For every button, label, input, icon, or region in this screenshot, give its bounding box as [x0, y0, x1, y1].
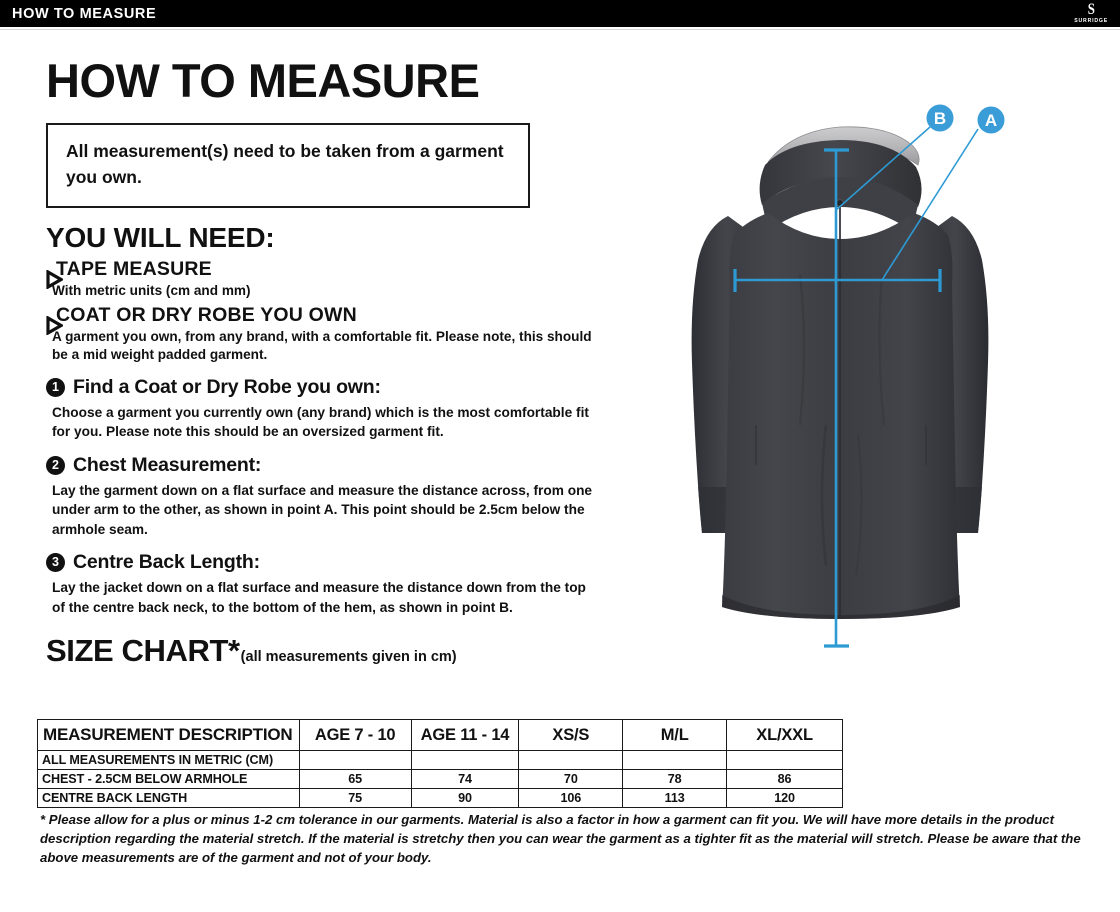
row-value: 74 — [410, 769, 520, 789]
column-header: M/L — [622, 719, 728, 751]
row-value — [726, 750, 843, 770]
need-label: COAT OR DRY ROBE YOU OWN — [56, 304, 357, 327]
fabric-fold — [855, 434, 863, 576]
hood-shell — [759, 140, 922, 207]
leader-line-b — [835, 126, 931, 211]
step-body: Choose a garment you currently own (any … — [52, 404, 589, 440]
brand-mark-icon: S — [1087, 1, 1095, 19]
step-title: Chest Measurement: — [73, 453, 262, 476]
fabric-fold — [820, 424, 828, 566]
column-header: AGE 11 - 14 — [410, 719, 520, 751]
row-label: CHEST - 2.5CM BELOW ARMHOLE — [37, 769, 300, 789]
table-row: CENTRE BACK LENGTH 75 90 106 113 120 — [37, 788, 843, 808]
step-heading-3: 3 Centre Back Length: — [46, 551, 646, 574]
need-label: TAPE MEASURE — [56, 258, 212, 281]
row-value: 65 — [298, 769, 412, 789]
row-label: ALL MEASUREMENTS IN METRIC (CM) — [37, 750, 300, 770]
step-number-badge: 2 — [46, 455, 65, 475]
svg-text:A: A — [985, 111, 997, 130]
step-title: Centre Back Length: — [73, 551, 260, 574]
column-header: MEASUREMENT DESCRIPTION — [37, 719, 300, 751]
step-number-badge: 1 — [46, 377, 65, 397]
need-item-coat: COAT OR DRY ROBE YOU OWN — [46, 304, 646, 336]
step-body: Lay the garment down on a flat surface a… — [52, 482, 593, 537]
size-chart-heading: SIZE CHART* (all measurements given in c… — [46, 633, 646, 669]
fabric-fold — [799, 274, 805, 426]
top-header-bar: HOW TO MEASURE S SURRIDGE — [0, 0, 1120, 27]
marker-a: A — [977, 106, 1005, 134]
svg-text:B: B — [934, 109, 946, 128]
surridge-logo: S SURRIDGE — [1074, 2, 1108, 24]
callout-box: All measurement(s) need to be taken from… — [46, 123, 530, 209]
need-description: A garment you own, from any brand, with … — [52, 329, 592, 362]
row-value — [410, 750, 520, 770]
measure-line-a — [733, 269, 942, 292]
row-value — [518, 750, 624, 770]
garment-diagram: B A — [650, 95, 1070, 670]
you-will-need-heading: YOU WILL NEED: — [46, 222, 275, 254]
row-value — [622, 750, 728, 770]
step-title: Find a Coat or Dry Robe you own: — [73, 375, 381, 398]
row-value: 120 — [726, 788, 843, 808]
measure-line-b — [824, 148, 849, 648]
row-value — [298, 750, 412, 770]
need-item-tape-measure: TAPE MEASURE — [46, 258, 646, 290]
marker-b: B — [926, 104, 954, 132]
column-header: XS/S — [518, 719, 624, 751]
row-label: CENTRE BACK LENGTH — [37, 788, 300, 808]
page-title: HOW TO MEASURE — [46, 54, 480, 107]
row-value: 90 — [410, 788, 520, 808]
header-underline — [0, 27, 1120, 30]
row-value: 106 — [518, 788, 624, 808]
row-value: 70 — [518, 769, 624, 789]
column-header: AGE 7 - 10 — [298, 719, 412, 751]
need-description: With metric units (cm and mm) — [52, 283, 251, 299]
tolerance-disclaimer: * Please allow for a plus or minus 1-2 c… — [40, 812, 1081, 866]
row-value: 86 — [726, 769, 843, 789]
row-value: 113 — [622, 788, 728, 808]
table-header-row: MEASUREMENT DESCRIPTION AGE 7 - 10 AGE 1… — [37, 719, 843, 751]
hem-shadow — [722, 595, 960, 619]
header-title: HOW TO MEASURE — [12, 5, 157, 22]
table-row: ALL MEASUREMENTS IN METRIC (CM) — [37, 750, 843, 770]
column-header: XL/XXL — [726, 719, 843, 751]
row-value: 78 — [622, 769, 728, 789]
instructions-column: HOW TO MEASURE All measurement(s) need t… — [46, 56, 646, 669]
row-value: 75 — [298, 788, 412, 808]
step-heading-1: 1 Find a Coat or Dry Robe you own: — [46, 376, 646, 399]
leader-line-a — [881, 128, 979, 281]
fabric-fold — [878, 274, 885, 426]
size-chart-table: MEASUREMENT DESCRIPTION AGE 7 - 10 AGE 1… — [37, 719, 843, 808]
step-heading-2: 2 Chest Measurement: — [46, 454, 646, 477]
brand-wordmark: SURRIDGE — [1074, 18, 1108, 25]
size-chart-heading-sub: (all measurements given in cm) — [240, 649, 457, 666]
step-number-badge: 3 — [46, 553, 65, 573]
table-row: CHEST - 2.5CM BELOW ARMHOLE 65 74 70 78 … — [37, 769, 843, 789]
step-body: Lay the jacket down on a flat surface an… — [52, 580, 586, 615]
size-chart-heading-main: SIZE CHART* — [46, 633, 240, 669]
